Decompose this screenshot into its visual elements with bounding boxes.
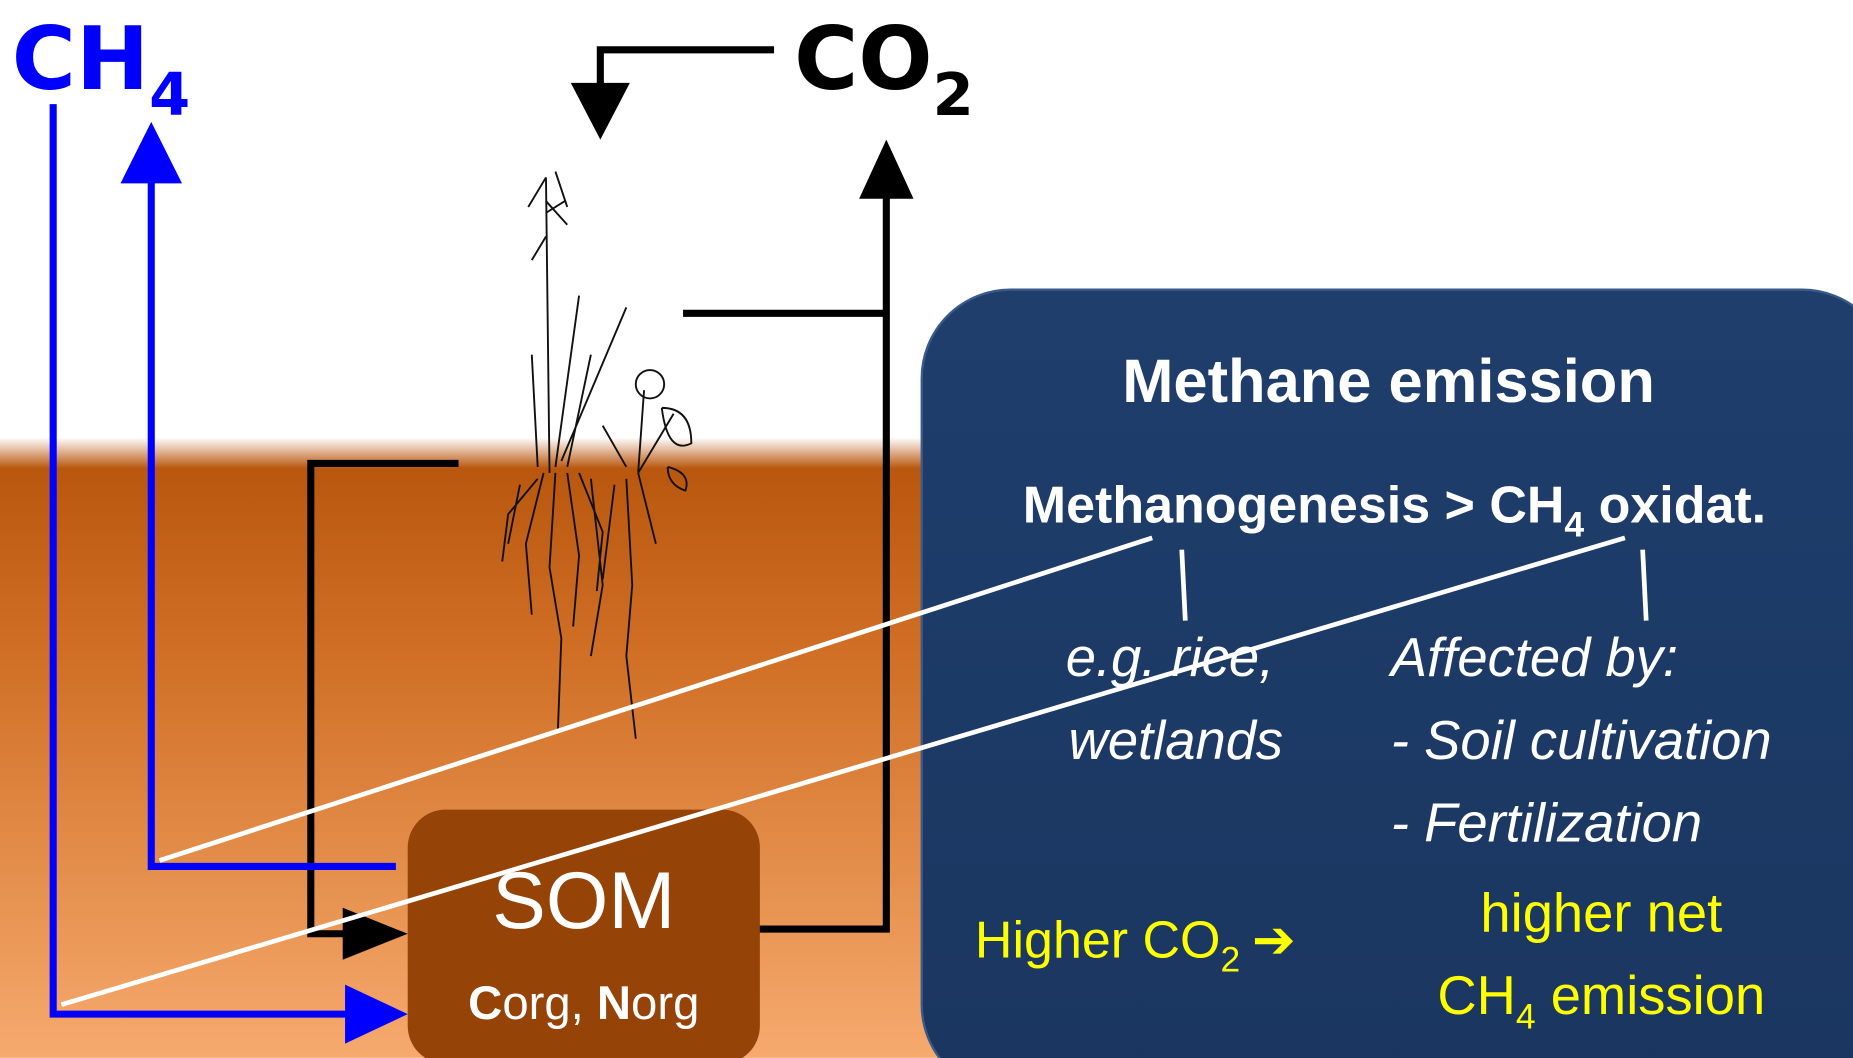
arrowhead — [342, 907, 408, 960]
box-title: Methane emission — [1122, 347, 1655, 416]
arrowhead — [345, 984, 408, 1044]
left-text: e.g. rice, — [1066, 627, 1274, 688]
methane-box — [920, 288, 1853, 1058]
box-ticks — [1179, 549, 1649, 621]
right-text: - Soil cultivation — [1391, 710, 1772, 771]
left-text: wetlands — [1069, 710, 1284, 771]
co2-label: CO2 — [794, 8, 974, 129]
arrowhead — [120, 121, 182, 184]
som-box — [407, 809, 760, 1058]
box-line: Methanogenesis > CH4 oxidat. — [1023, 477, 1766, 545]
right-text: - Fertilization — [1391, 793, 1702, 854]
arrowhead — [859, 139, 914, 199]
higher-co2: Higher CO2 ➔ — [975, 911, 1296, 979]
result: CH4 emission — [1437, 965, 1765, 1036]
connector-lines — [60, 535, 1626, 1007]
plant — [501, 171, 693, 739]
som-sub: Corg, Norg — [468, 977, 699, 1030]
arrowhead — [570, 82, 630, 140]
result: higher net — [1480, 882, 1722, 943]
som-title: SOM — [492, 856, 675, 946]
right-text: Affected by: — [1388, 627, 1678, 688]
ch4-label: CH4 — [12, 8, 190, 129]
ch4-paths — [49, 104, 396, 1018]
